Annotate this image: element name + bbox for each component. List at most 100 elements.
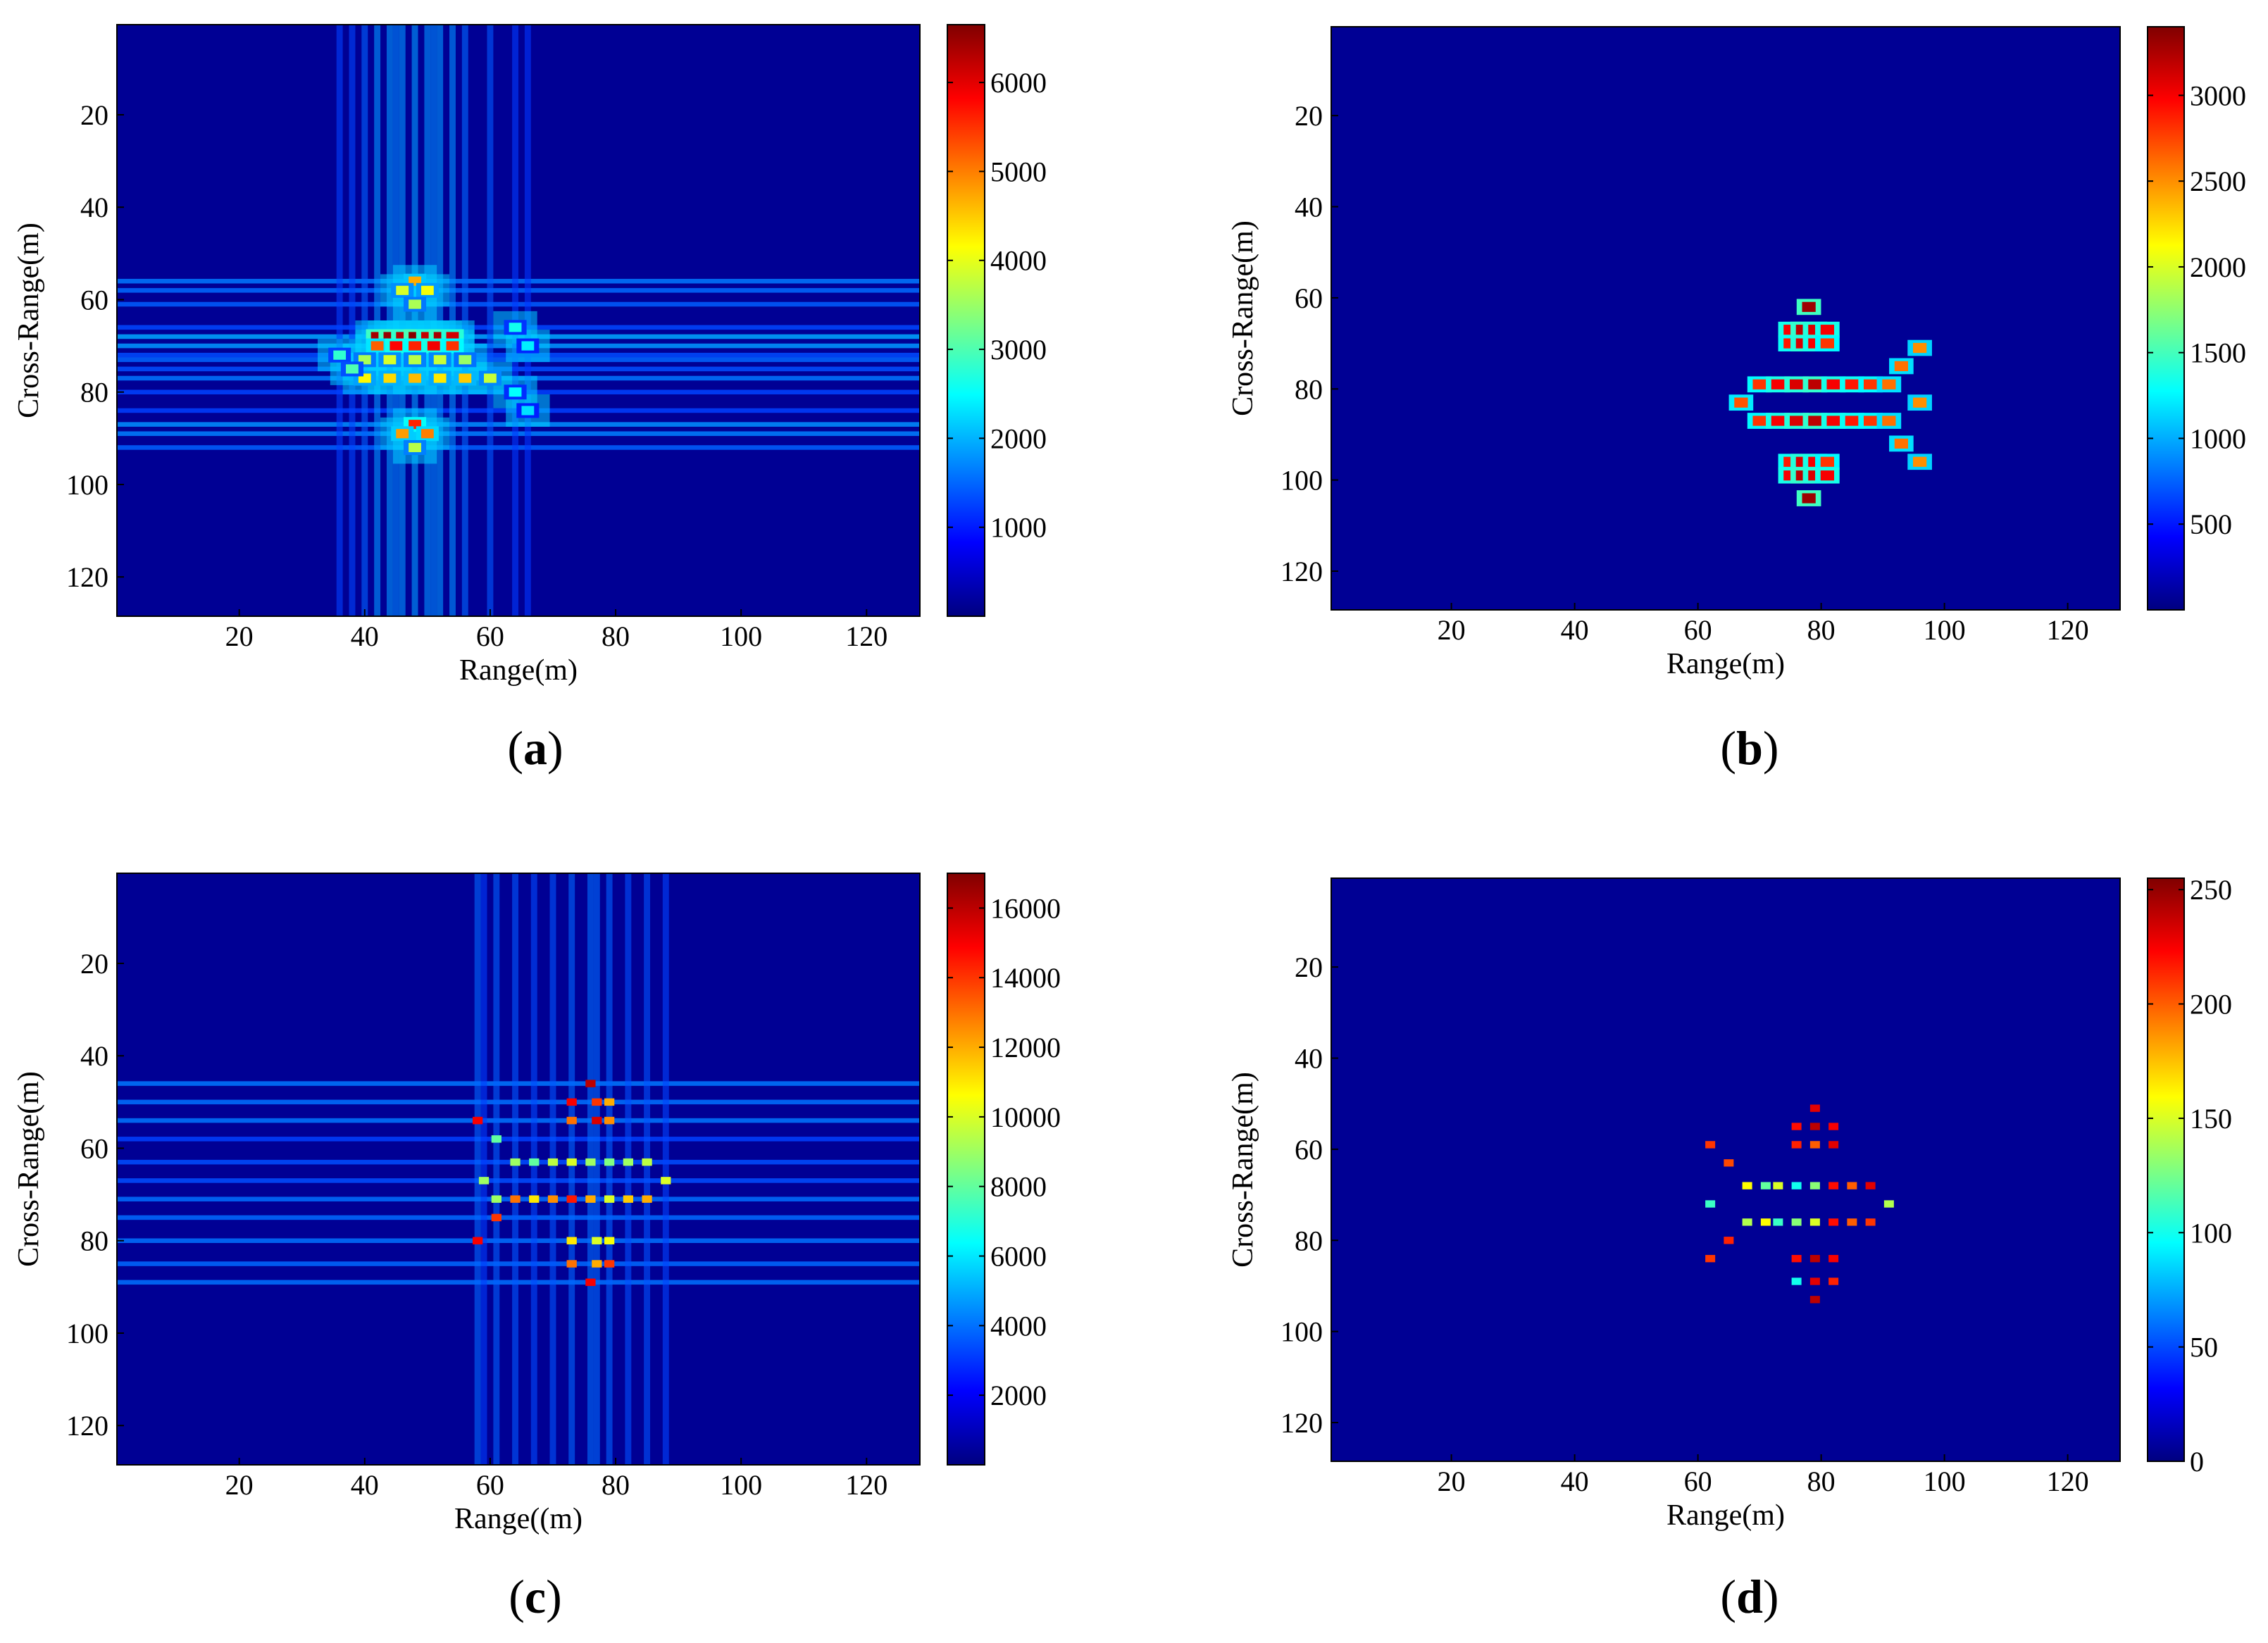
scatterer-cell bbox=[1802, 493, 1816, 504]
scatterer-cell bbox=[433, 355, 447, 365]
scatterer-cell bbox=[1705, 1254, 1716, 1263]
colorbar-tick-label: 2500 bbox=[2190, 165, 2246, 197]
sidelobe-streak bbox=[662, 873, 669, 1465]
scatterer-cell bbox=[623, 1195, 633, 1203]
scatterer-cell bbox=[1790, 416, 1804, 426]
x-tick-label: 100 bbox=[1924, 614, 1966, 646]
heatmap-cells bbox=[1728, 299, 1932, 506]
scatterer-cell bbox=[1913, 342, 1927, 354]
x-tick-label: 120 bbox=[845, 1469, 887, 1501]
scatterer-cell bbox=[1773, 1182, 1783, 1189]
x-tick-label: 40 bbox=[351, 620, 379, 652]
scatterer-cell bbox=[491, 1195, 501, 1203]
scatterer-cell bbox=[1809, 1104, 1820, 1112]
scatterer-cell bbox=[420, 285, 434, 295]
x-tick-label: 60 bbox=[476, 1469, 504, 1501]
y-tick-label: 120 bbox=[66, 561, 108, 593]
scatterer-cell bbox=[1752, 416, 1767, 426]
scatterer-cell bbox=[446, 341, 459, 351]
scatterer-cell bbox=[1791, 1254, 1802, 1263]
x-tick-label: 120 bbox=[2047, 1466, 2089, 1497]
colorbar-tick-label: 1500 bbox=[2190, 337, 2246, 369]
x-tick-label: 20 bbox=[225, 1469, 254, 1501]
scatterer-cell bbox=[592, 1260, 602, 1268]
y-tick-label: 40 bbox=[80, 1040, 108, 1072]
scatterer-cell bbox=[1791, 1277, 1802, 1285]
scatterer-cell bbox=[390, 341, 403, 351]
colorbar-tick-label: 6000 bbox=[990, 1241, 1047, 1273]
scatterer-cell bbox=[1808, 416, 1822, 426]
scatterer-cell bbox=[642, 1195, 652, 1203]
colorbar: 1000 2000 3000 4000 5000 6000 bbox=[947, 24, 1047, 617]
colorbar-tick-label: 0 bbox=[2190, 1446, 2204, 1478]
scatterer-cell bbox=[1828, 1254, 1839, 1263]
scatterer-cell bbox=[1882, 416, 1896, 426]
scatterer-cell bbox=[1828, 1218, 1839, 1226]
scatterer-cell bbox=[547, 1195, 559, 1203]
colorbar-tick-label: 500 bbox=[2190, 508, 2232, 540]
scatterer-cell bbox=[529, 1195, 540, 1203]
scatterer-cell bbox=[1760, 1218, 1771, 1226]
y-tick-label: 100 bbox=[1281, 465, 1323, 496]
y-tick-label: 60 bbox=[80, 284, 108, 316]
scatterer-cell bbox=[566, 1116, 577, 1125]
scatterer-cell bbox=[1809, 1296, 1820, 1304]
x-tick-label: 100 bbox=[720, 620, 762, 652]
scatterer-cell bbox=[529, 1158, 540, 1166]
scatterer-cell bbox=[1705, 1141, 1716, 1149]
panel-c: 20 40 60 80 100 120 20 40 60 80 100 120 Range((m) Cro… bbox=[13, 873, 1061, 1623]
scatterer-cell bbox=[623, 1158, 633, 1166]
x-tick-label: 60 bbox=[1684, 1466, 1712, 1497]
scatterer-cell bbox=[409, 299, 421, 309]
scatterer-cell bbox=[409, 442, 421, 453]
scatterer-cell bbox=[370, 341, 384, 351]
scatterer-cell bbox=[1808, 379, 1822, 389]
scatterer-cell bbox=[1791, 1218, 1802, 1226]
y-tick-label: 20 bbox=[80, 99, 108, 131]
sidelobe-streak bbox=[625, 873, 632, 1465]
x-tick-label: 40 bbox=[351, 1469, 379, 1501]
scatterer-cell bbox=[333, 350, 347, 360]
x-tick-label: 20 bbox=[1438, 1466, 1466, 1497]
scatterer-cell bbox=[521, 341, 535, 351]
scatterer-cell bbox=[566, 1098, 577, 1106]
scatterer-cell bbox=[1828, 1123, 1839, 1130]
y-tick-label: 40 bbox=[1295, 192, 1323, 223]
scatterer-cell bbox=[383, 373, 397, 383]
x-tick-label: 60 bbox=[476, 620, 504, 652]
heatmap-background bbox=[1331, 878, 2120, 1461]
colorbar-tick-label: 10000 bbox=[990, 1101, 1061, 1133]
x-tick-label: 80 bbox=[1807, 1466, 1836, 1497]
scatterer-cell bbox=[1809, 1141, 1820, 1149]
scatterer-cell bbox=[420, 429, 434, 439]
x-tick-label: 100 bbox=[720, 1469, 762, 1501]
y-tick-label: 20 bbox=[1295, 100, 1323, 132]
sidelobe-streak bbox=[644, 873, 651, 1465]
scatterer-cell bbox=[510, 1158, 521, 1166]
y-tick-label: 60 bbox=[80, 1132, 108, 1164]
y-tick-label: 80 bbox=[80, 1225, 108, 1257]
scatterer-cell bbox=[1828, 1182, 1839, 1189]
sidelobe-streak bbox=[593, 873, 600, 1465]
scatterer-cell bbox=[1771, 416, 1785, 426]
scatterer-cell bbox=[604, 1237, 615, 1244]
scatterer-cell bbox=[484, 373, 497, 383]
x-axis-title: Range((m) bbox=[454, 1503, 582, 1535]
scatterer-cell bbox=[459, 355, 472, 365]
y-tick-label: 80 bbox=[1295, 1225, 1323, 1256]
scatterer-cell bbox=[1724, 1237, 1734, 1244]
y-tick-label: 20 bbox=[80, 948, 108, 980]
colorbar-tick-label: 5000 bbox=[990, 156, 1047, 187]
y-tick-label: 100 bbox=[66, 1318, 108, 1349]
scatterer-cell bbox=[566, 1260, 577, 1268]
sidelobe-streak bbox=[606, 873, 613, 1465]
x-tick-label: 120 bbox=[2047, 614, 2089, 646]
y-tick-label: 80 bbox=[80, 377, 108, 408]
scatterer-cell bbox=[592, 1098, 602, 1106]
colorbar: 0 50 100 150 200 250 bbox=[2147, 874, 2232, 1478]
scatterer-cell bbox=[1742, 1182, 1752, 1189]
panel-label: (d) bbox=[1720, 1570, 1778, 1623]
panel-d: 20 40 60 80 100 120 20 40 60 80 100 120 Range(m) Cros… bbox=[1227, 874, 2232, 1623]
y-tick-label: 40 bbox=[1295, 1043, 1323, 1075]
